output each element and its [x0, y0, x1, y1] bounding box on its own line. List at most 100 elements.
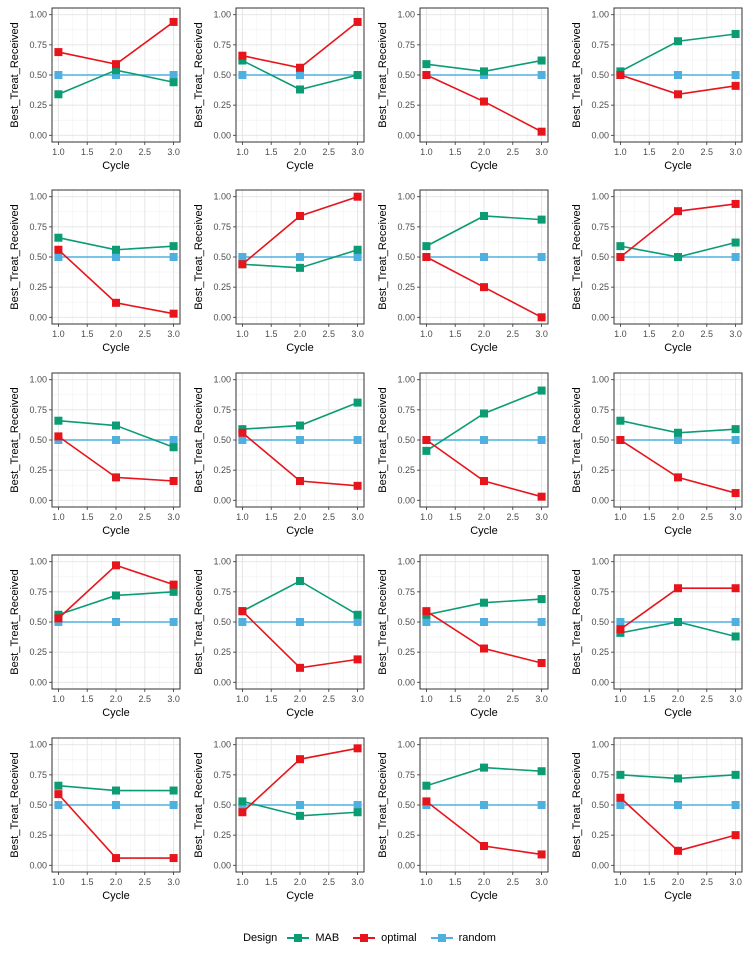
panel-2-x-axis-title: Cycle [286, 160, 314, 172]
panel-2-y-tick-label: 0.50 [213, 70, 231, 80]
panel-11-mab-point [480, 409, 488, 418]
panel-2-mab-point [238, 56, 247, 65]
panel-20-optimal-point [674, 846, 682, 855]
panel-6-x-tick-label: 2.0 [294, 329, 307, 339]
panel-4-x-tick-label: 2.0 [672, 147, 685, 157]
panel-15-y-tick-label: 1.00 [397, 557, 415, 567]
panel-1-random-point [169, 71, 178, 79]
panel-4-x-tick-label: 3.0 [729, 147, 742, 157]
panel-4-random-point [731, 71, 740, 79]
panel-3-y-tick-label: 0.75 [397, 40, 415, 50]
panel-16-y-tick-label: 0.75 [591, 587, 609, 597]
panel-1-y-tick-label: 0.50 [29, 70, 47, 80]
panel-10-y-tick-label: 1.00 [213, 375, 231, 385]
panel-6-x-tick-label: 1.0 [236, 329, 249, 339]
panel-19-mab-point [422, 781, 431, 790]
panel-17-y-tick-label: 0.00 [29, 860, 47, 870]
panel-4-y-tick-label: 0.75 [591, 40, 609, 50]
panel-4-optimal-point [731, 81, 740, 90]
panel-16-x-tick-label: 1.5 [643, 694, 656, 704]
panel-14-random-point [353, 618, 362, 626]
panel-18-x-tick-label: 2.0 [294, 877, 307, 887]
panel-19-y-tick-label: 1.00 [397, 740, 415, 750]
panel-11-mab-point [422, 446, 431, 455]
panel-3-x-tick-label: 1.5 [449, 147, 462, 157]
panel-2-optimal-point [238, 51, 247, 60]
panel-10-x-tick-label: 2.5 [323, 512, 336, 522]
panel-18-random-point [353, 801, 362, 809]
panel-3-x-tick-label: 2.5 [507, 147, 520, 157]
panel-12-optimal-point [616, 436, 625, 444]
panel-10-x-tick-label: 3.0 [351, 512, 364, 522]
panel-8-random-point [731, 253, 740, 261]
panel-7-mab-point [480, 211, 488, 220]
panel-2-random-point [296, 71, 304, 79]
panel-9-y-axis-title: Best_Treat_Received [9, 387, 21, 492]
panel-5-mab-point [169, 242, 178, 251]
panel-13-random-point [112, 618, 120, 626]
panel-11-x-tick-label: 3.0 [535, 512, 548, 522]
panel-8-optimal-point [674, 207, 682, 216]
panel-2-y-tick-label: 0.00 [213, 130, 231, 140]
panel-17-optimal-point [112, 854, 120, 863]
panel-16-y-tick-label: 0.00 [591, 677, 609, 687]
panel-13-x-tick-label: 1.0 [52, 694, 65, 704]
panel-7-x-tick-label: 1.5 [449, 329, 462, 339]
panel-6-y-tick-label: 0.75 [213, 222, 231, 232]
panel-11-x-tick-label: 1.5 [449, 512, 462, 522]
panel-6-optimal-point [296, 211, 304, 220]
panel-20-y-tick-label: 1.00 [591, 740, 609, 750]
panel-19-mab-point [537, 767, 546, 776]
legend-label-optimal: optimal [381, 932, 417, 944]
panel-18-mab-point [353, 808, 362, 817]
panel-19-mab-point [480, 763, 488, 772]
panel-5-optimal-point [112, 298, 120, 307]
panel-3-x-tick-label: 1.0 [420, 147, 433, 157]
panel-1-x-tick-label: 2.5 [139, 147, 152, 157]
panel-6-x-axis-title: Cycle [286, 342, 314, 354]
panel-8-optimal-point [731, 199, 740, 208]
panel-20-y-tick-label: 0.00 [591, 860, 609, 870]
panel-7-x-tick-label: 2.0 [478, 329, 491, 339]
panel-5-optimal-point [169, 309, 178, 318]
panel-12-mab-point [616, 416, 625, 425]
panel-20-optimal-point [616, 793, 625, 802]
panel-15-random-point [422, 618, 431, 626]
panel-1-optimal-point [112, 60, 120, 69]
panel-8-y-tick-label: 0.50 [591, 252, 609, 262]
panel-1-y-axis-title: Best_Treat_Received [9, 22, 21, 127]
panel-2-x-tick-label: 3.0 [351, 147, 364, 157]
panel-18-optimal-point [353, 744, 362, 753]
panel-1-random-point [112, 71, 120, 79]
panel-2-x-tick-label: 1.0 [236, 147, 249, 157]
panel-8-x-tick-label: 1.5 [643, 329, 656, 339]
panel-4-y-tick-label: 0.00 [591, 130, 609, 140]
panel-14-y-tick-label: 0.25 [213, 647, 231, 657]
panel-7-x-axis-title: Cycle [470, 342, 498, 354]
panel-12-y-tick-label: 0.75 [591, 405, 609, 415]
panel-7-y-tick-label: 0.25 [397, 282, 415, 292]
panel-15-x-tick-label: 1.0 [420, 694, 433, 704]
panel-15-y-tick-label: 0.25 [397, 647, 415, 657]
panel-14-y-tick-label: 1.00 [213, 557, 231, 567]
panel-5-y-tick-label: 0.50 [29, 252, 47, 262]
panel-18-y-tick-label: 0.75 [213, 770, 231, 780]
panel-6-y-tick-label: 1.00 [213, 192, 231, 202]
panel-5-x-tick-label: 1.5 [81, 329, 94, 339]
panel-16-optimal-point [731, 584, 740, 593]
panel-6-mab-point [353, 245, 362, 254]
panel-5-y-axis-title: Best_Treat_Received [9, 204, 21, 309]
panel-1-optimal-point [169, 17, 178, 26]
panel-11-optimal-point [537, 492, 546, 501]
panel-16-x-tick-label: 2.5 [701, 694, 714, 704]
panel-12-optimal-point [731, 489, 740, 498]
panel-5-random-point [169, 253, 178, 261]
panel-19-y-tick-label: 0.25 [397, 830, 415, 840]
panel-9-y-tick-label: 0.00 [29, 495, 47, 505]
panel-7-y-tick-label: 0.75 [397, 222, 415, 232]
panel-1-x-tick-label: 3.0 [167, 147, 180, 157]
panel-14-x-tick-label: 1.5 [265, 694, 278, 704]
panel-5-random-point [112, 253, 120, 261]
panel-16-x-axis-title: Cycle [664, 707, 692, 719]
